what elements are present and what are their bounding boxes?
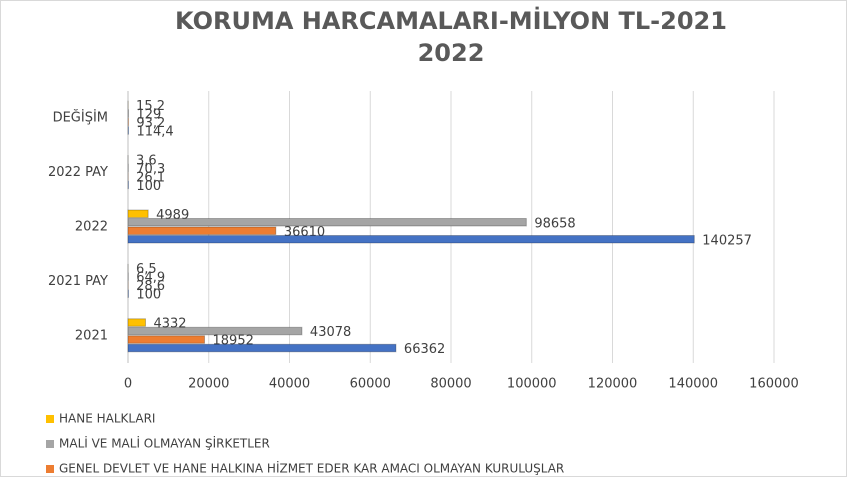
value-label: 93,2 <box>136 116 165 131</box>
x-tick-label: 0 <box>124 377 132 392</box>
x-tick-label: 80000 <box>430 377 471 392</box>
legend-label: GENEL DEVLET VE HANE HALKINA HİZMET EDER… <box>59 461 564 476</box>
y-tick-label: DEĞİŞİM <box>53 110 108 126</box>
legend-swatch <box>46 415 54 423</box>
value-label: 64,9 <box>136 271 165 286</box>
x-tick-label: 20000 <box>188 377 229 392</box>
value-label: 3,6 <box>136 153 157 168</box>
x-tick-label: 40000 <box>269 377 310 392</box>
bar <box>127 326 303 336</box>
value-label: 114,4 <box>136 124 173 139</box>
bar <box>127 335 206 344</box>
legend-swatch <box>46 440 54 448</box>
value-label: 66362 <box>404 342 445 357</box>
value-label: 70,3 <box>136 162 165 177</box>
legend-label: HANE HALKLARI <box>59 412 155 426</box>
x-tick-label: 120000 <box>588 377 638 392</box>
bar <box>127 226 277 235</box>
bar <box>127 209 149 218</box>
bar <box>127 343 397 353</box>
value-label: 129 <box>137 107 162 122</box>
value-label: 43078 <box>310 325 351 340</box>
value-label: 140257 <box>702 233 752 248</box>
value-label: 100 <box>136 288 161 303</box>
y-tick-label: 2022 <box>75 220 108 235</box>
bar <box>127 109 130 118</box>
value-label: 6,5 <box>136 262 157 277</box>
legend-swatch <box>46 465 54 473</box>
bar <box>127 235 695 244</box>
y-tick-label: 2021 PAY <box>48 274 108 289</box>
x-tick-label: 60000 <box>350 377 391 392</box>
value-label: 26,1 <box>136 170 165 185</box>
y-tick-label: 2021 <box>75 328 108 343</box>
x-tick-label: 140000 <box>668 377 718 392</box>
bar <box>127 218 527 227</box>
chart-title: KORUMA HARCAMALARI-MİLYON TL-2021 2022 <box>175 7 727 67</box>
value-label: 15,2 <box>136 99 165 114</box>
value-label: 28,6 <box>136 279 165 294</box>
legend-label: MALİ VE MALİ OLMAYAN ŞİRKETLER <box>59 436 270 451</box>
x-tick-label: 100000 <box>507 377 557 392</box>
bar <box>127 318 146 327</box>
y-tick-label: 2022 PAY <box>48 165 108 180</box>
value-label: 100 <box>136 179 161 194</box>
x-tick-label: 160000 <box>749 377 799 392</box>
value-label: 98658 <box>534 216 575 231</box>
